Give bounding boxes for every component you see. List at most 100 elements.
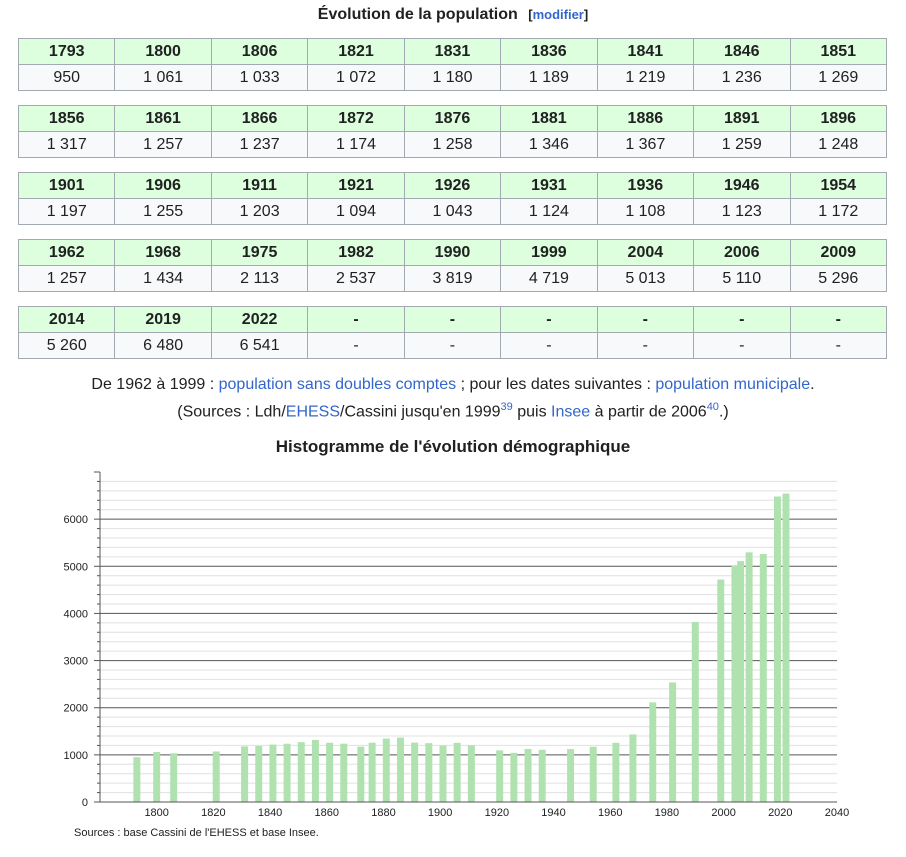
note-text: puis <box>512 403 552 421</box>
year-cell: 1800 <box>114 38 212 65</box>
population-cell: - <box>500 332 598 359</box>
note-text: /Cassini jusqu'en 1999 <box>340 403 501 421</box>
population-cell: 1 367 <box>596 131 695 158</box>
population-cell: 1 257 <box>17 265 116 292</box>
population-cell: 1 174 <box>307 131 405 158</box>
population-cell: 1 236 <box>693 64 791 91</box>
population-cell: 1 072 <box>307 64 405 91</box>
y-tick-label: 3000 <box>64 656 88 668</box>
y-tick-label: 2000 <box>64 703 88 715</box>
population-cell: 1 434 <box>114 265 212 292</box>
year-cell: 1891 <box>693 105 791 132</box>
note-text: . <box>810 376 815 393</box>
population-cell: 1 189 <box>500 64 598 91</box>
table-header-row: 2014 2019 2022- - - - - - <box>17 306 887 333</box>
chart-bar <box>368 742 376 802</box>
chart-bar <box>269 744 277 802</box>
population-table: 1962 1968 1975 1982 1990 1999 2004 2006 2009 1 25… <box>17 239 887 292</box>
chart-bar <box>241 746 249 802</box>
population-histogram: 0 1000 2000 3000 4000 5000 6000 1800 1820 1840 186… <box>64 471 849 819</box>
year-cell: - <box>307 306 405 333</box>
chart-bar <box>133 757 141 802</box>
chart-sources: Sources : base Cassini de l'EHESS et bas… <box>74 827 319 839</box>
population-cell: 4 719 <box>500 265 598 292</box>
population-cell: 1 346 <box>500 131 598 158</box>
population-cell: - <box>403 332 502 359</box>
section-title: Évolution de la population [modifier] <box>0 6 906 24</box>
table-header-row: 1962 1968 1975 1982 1990 1999 2004 2006 2009 <box>17 239 887 266</box>
year-cell: 1968 <box>114 239 212 266</box>
x-tick-label: 1960 <box>598 807 622 819</box>
year-cell: - <box>500 306 598 333</box>
edit-link[interactable]: modifier <box>532 7 584 22</box>
population-cell: 6 541 <box>210 332 309 359</box>
chart-bar <box>340 743 348 802</box>
x-tick-label: 1800 <box>144 807 168 819</box>
population-table: 2014 2019 2022- - - - - -5 260 6 480 6 541- - - - - - <box>17 306 887 359</box>
chart-bar <box>510 752 518 802</box>
reference-40[interactable]: 40 <box>706 401 719 413</box>
chart-bar <box>524 749 532 802</box>
year-cell: 1946 <box>693 172 791 199</box>
table-row: 1 257 1 434 2 113 2 537 3 819 4 719 5 013 5 110… <box>17 265 887 292</box>
chart-bar <box>425 743 433 802</box>
year-cell: 1856 <box>17 105 116 132</box>
note-text: .) <box>718 403 729 421</box>
population-cell: 5 260 <box>17 332 116 359</box>
chart-bar <box>629 734 637 802</box>
note-line-1: De 1962 à 1999 : population sans doubles… <box>0 376 906 394</box>
year-cell: - <box>789 306 887 333</box>
population-cell: 1 258 <box>403 131 502 158</box>
reference-39[interactable]: 39 <box>500 401 513 413</box>
population-cell: 950 <box>17 64 116 91</box>
population-cell: 1 237 <box>210 131 309 158</box>
note-text: ; pour les dates suivantes : <box>456 376 656 393</box>
table-row: 1 197 1 255 1 203 1 094 1 043 1 124 1 108 1 123… <box>17 198 887 225</box>
year-cell: 1999 <box>500 239 598 266</box>
note-line-2: (Sources : Ldh/EHESS/Cassini jusqu'en 19… <box>0 401 906 421</box>
year-cell: 1861 <box>114 105 212 132</box>
y-tick-label: 6000 <box>64 514 88 526</box>
year-cell: 1931 <box>500 172 598 199</box>
link-insee[interactable]: Insee <box>551 403 591 421</box>
chart-bar <box>745 552 753 802</box>
year-cell: 1901 <box>17 172 116 199</box>
chart-bar <box>612 742 620 802</box>
chart-bar <box>717 579 725 802</box>
population-cell: 1 061 <box>114 64 212 91</box>
year-cell: 1846 <box>693 38 791 65</box>
x-tick-label: 1940 <box>541 807 565 819</box>
year-cell: 1936 <box>596 172 695 199</box>
link-ehess[interactable]: EHESS <box>285 403 341 421</box>
population-cell: 1 033 <box>210 64 309 91</box>
section-title-text: Évolution de la population <box>317 6 518 23</box>
link-population-sans-doubles-comptes[interactable]: population sans doubles comptes <box>218 376 457 393</box>
population-table: 1793 1800 1806 1821 1831 1836 1841 1846 1851 950 1… <box>17 38 887 91</box>
link-population-municipale[interactable]: population municipale <box>655 376 811 393</box>
year-cell: 1982 <box>307 239 405 266</box>
population-cell: - <box>693 332 791 359</box>
table-header-row: 1793 1800 1806 1821 1831 1836 1841 1846 1851 <box>17 38 887 65</box>
population-cell: 5 110 <box>693 265 791 292</box>
chart-bar <box>170 753 178 802</box>
chart-bar <box>411 742 419 802</box>
year-cell: 1911 <box>210 172 309 199</box>
chart-bar <box>283 743 291 802</box>
note-text: à partir de 2006 <box>590 403 707 421</box>
chart-bar <box>357 746 365 802</box>
year-cell: 1876 <box>403 105 502 132</box>
chart-bar <box>467 745 475 802</box>
year-cell: 1851 <box>789 38 887 65</box>
year-cell: 1836 <box>500 38 598 65</box>
chart-bar <box>496 750 504 802</box>
chart-bar <box>759 554 767 802</box>
population-cell: - <box>307 332 405 359</box>
y-tick-label: 1000 <box>64 750 88 762</box>
chart-bar <box>382 738 390 802</box>
year-cell: 1906 <box>114 172 212 199</box>
chart-bar <box>212 751 220 802</box>
chart-bar <box>567 749 575 802</box>
chart-bar <box>396 737 404 802</box>
x-tick-label: 1880 <box>371 807 395 819</box>
population-cell: 1 108 <box>596 198 695 225</box>
